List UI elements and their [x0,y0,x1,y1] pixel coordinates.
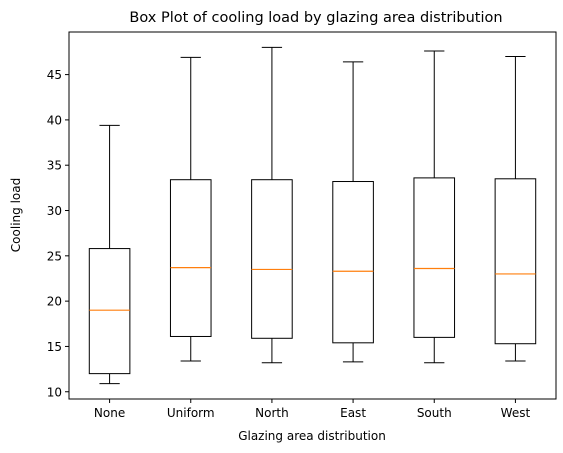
y-tick-label: 25 [47,249,62,263]
axes-frame [68,31,557,400]
chart-title: Box Plot of cooling load by glazing area… [129,10,502,26]
x-tick-label: None [94,406,125,420]
x-tick-label: Uniform [167,406,215,420]
iqr-box [413,177,456,338]
iqr-box [332,181,374,344]
y-tick-label: 45 [47,68,62,82]
box-east [332,61,374,363]
y-tick-label: 20 [47,295,62,309]
x-tick-label: South [417,406,452,420]
plot-area [88,46,537,385]
x-tick-label: East [340,406,366,420]
box-west [494,55,537,362]
x-axis-label: Glazing area distribution [238,429,386,443]
iqr-box [251,179,293,339]
y-tick-label: 10 [47,385,62,399]
x-axis: None Uniform North East South West [94,399,531,420]
y-axis-label: Cooling load [9,178,23,252]
y-tick-label: 15 [47,340,62,354]
box-north [251,46,293,364]
box-south [413,50,456,364]
iqr-box [169,179,212,337]
y-tick-label: 30 [47,204,62,218]
y-tick-label: 35 [47,159,62,173]
iqr-box [88,248,131,375]
y-axis: 10 15 20 25 30 35 40 45 [47,68,69,399]
y-tick-label: 40 [47,113,62,127]
box-none [88,124,131,385]
box-uniform [169,56,212,362]
x-tick-label: North [255,406,289,420]
x-tick-label: West [501,406,531,420]
iqr-box [494,178,537,345]
